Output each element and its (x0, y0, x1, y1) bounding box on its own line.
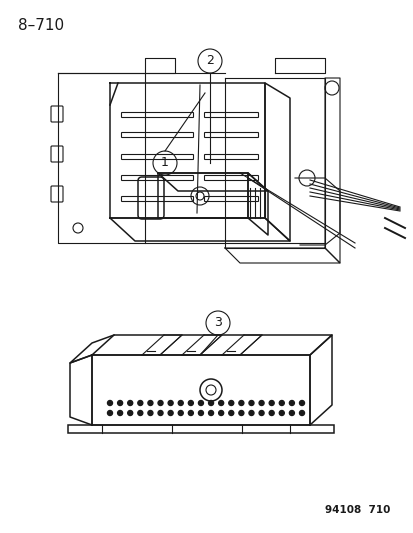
Circle shape (158, 410, 163, 416)
Circle shape (218, 410, 223, 416)
Circle shape (248, 400, 253, 406)
Circle shape (238, 400, 243, 406)
Circle shape (208, 410, 213, 416)
Circle shape (259, 400, 263, 406)
Circle shape (178, 400, 183, 406)
Circle shape (268, 400, 273, 406)
Circle shape (218, 400, 223, 406)
Circle shape (259, 410, 263, 416)
Circle shape (158, 400, 163, 406)
Circle shape (208, 400, 213, 406)
Text: 2: 2 (206, 54, 214, 68)
Circle shape (138, 400, 142, 406)
Circle shape (168, 410, 173, 416)
Circle shape (188, 400, 193, 406)
Circle shape (289, 410, 294, 416)
Circle shape (127, 400, 133, 406)
Circle shape (289, 400, 294, 406)
Text: 3: 3 (214, 317, 221, 329)
Text: 94108  710: 94108 710 (324, 505, 389, 515)
Circle shape (138, 410, 142, 416)
Circle shape (198, 400, 203, 406)
Circle shape (117, 410, 122, 416)
Text: 1: 1 (161, 157, 169, 169)
Circle shape (168, 400, 173, 406)
Circle shape (279, 400, 284, 406)
Circle shape (107, 400, 112, 406)
Circle shape (198, 410, 203, 416)
Circle shape (248, 410, 253, 416)
Circle shape (228, 410, 233, 416)
Circle shape (107, 410, 112, 416)
Circle shape (268, 410, 273, 416)
Circle shape (147, 410, 152, 416)
Circle shape (238, 410, 243, 416)
Circle shape (228, 400, 233, 406)
Circle shape (279, 410, 284, 416)
Circle shape (299, 410, 304, 416)
Circle shape (299, 400, 304, 406)
Circle shape (147, 400, 152, 406)
Circle shape (178, 410, 183, 416)
Circle shape (188, 410, 193, 416)
Circle shape (117, 400, 122, 406)
Text: 8–710: 8–710 (18, 18, 64, 33)
Circle shape (127, 410, 133, 416)
